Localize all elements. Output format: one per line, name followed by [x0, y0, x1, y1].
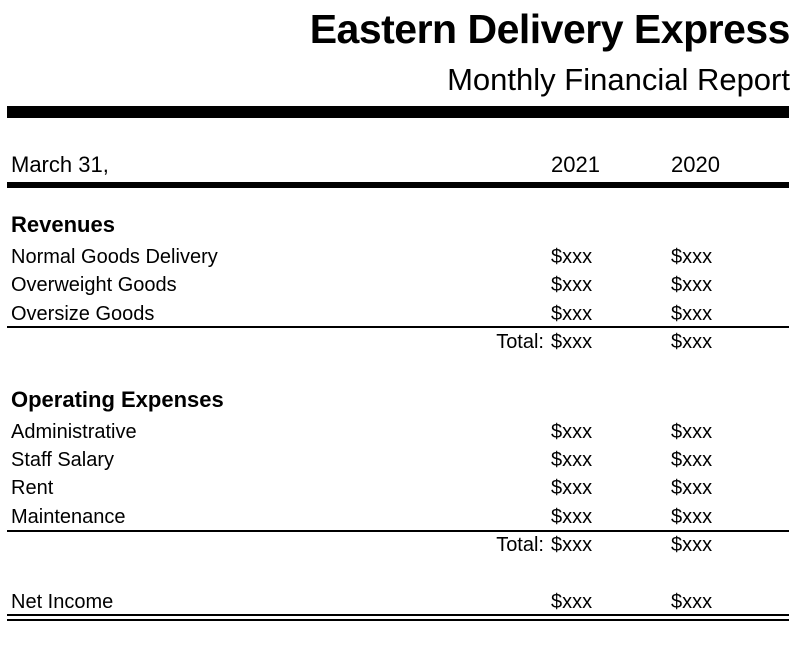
- double-rule-top: [7, 614, 789, 616]
- value-2020: $xxx: [671, 246, 713, 268]
- net-income-label: Net Income: [11, 591, 114, 613]
- row-label: Oversize Goods: [11, 303, 155, 325]
- value-2020: $xxx: [671, 303, 713, 325]
- value-2021: $xxx: [551, 506, 593, 528]
- column-header-rule: [7, 182, 789, 188]
- row-label: Normal Goods Delivery: [11, 246, 218, 268]
- value-2021: $xxx: [551, 303, 593, 325]
- total-2021: $xxx: [551, 534, 593, 556]
- row-label: Staff Salary: [11, 449, 115, 471]
- value-2020: $xxx: [671, 506, 713, 528]
- total-label: Total:: [496, 331, 544, 353]
- value-2021: $xxx: [551, 246, 593, 268]
- subtotal-rule: [7, 530, 789, 532]
- expenses-heading: Operating Expenses: [11, 387, 224, 412]
- value-2021: $xxx: [551, 477, 593, 499]
- total-label: Total:: [496, 534, 544, 556]
- value-2021: $xxx: [551, 421, 593, 443]
- net-income-2020: $xxx: [671, 591, 713, 613]
- double-rule-bottom: [7, 619, 789, 621]
- net-income-2021: $xxx: [551, 591, 593, 613]
- report-subtitle: Monthly Financial Report: [447, 62, 790, 97]
- company-name: Eastern Delivery Express: [309, 6, 791, 52]
- value-2021: $xxx: [551, 449, 593, 471]
- year-2020-header: 2020: [671, 152, 720, 177]
- value-2020: $xxx: [671, 421, 713, 443]
- header-thick-rule: [7, 106, 789, 118]
- revenues-heading: Revenues: [11, 212, 115, 237]
- total-2021: $xxx: [551, 331, 593, 353]
- row-label: Maintenance: [11, 506, 126, 528]
- total-2020: $xxx: [671, 331, 713, 353]
- subtotal-rule: [7, 326, 789, 328]
- date-label: March 31,: [11, 152, 109, 177]
- value-2021: $xxx: [551, 274, 593, 296]
- row-label: Overweight Goods: [11, 274, 177, 296]
- year-2021-header: 2021: [551, 152, 600, 177]
- total-2020: $xxx: [671, 534, 713, 556]
- row-label: Administrative: [11, 421, 137, 443]
- value-2020: $xxx: [671, 274, 713, 296]
- row-label: Rent: [11, 477, 54, 499]
- value-2020: $xxx: [671, 477, 713, 499]
- value-2020: $xxx: [671, 449, 713, 471]
